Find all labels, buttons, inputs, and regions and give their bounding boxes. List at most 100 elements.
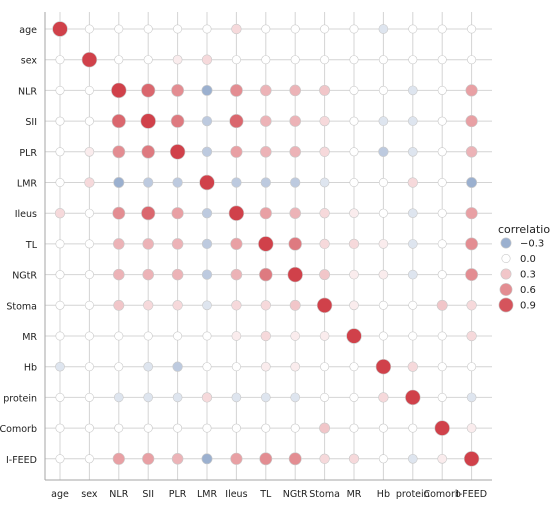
point-sex-PLR	[172, 54, 183, 65]
point-TL-TL	[258, 236, 274, 252]
legend-marker-3	[499, 283, 513, 296]
x-tick-label-Comorb: Comorb	[423, 489, 460, 500]
point-sex-SII	[143, 55, 153, 65]
point-LMR-Stoma	[319, 177, 330, 188]
point-Comorb-SII	[143, 423, 153, 433]
point-NGtR-TL	[259, 267, 273, 282]
point-Stoma-MR	[349, 300, 359, 311]
point-NLR-Stoma	[319, 84, 331, 96]
legend-marker-1	[501, 254, 511, 264]
point-Comorb-Ileus	[231, 423, 241, 433]
legend-marker-4	[498, 297, 514, 313]
point-Hb-MR	[349, 362, 359, 372]
legend-marker-2	[500, 268, 512, 280]
legend-marker-0	[500, 237, 512, 249]
x-tick-label-LMR: LMR	[197, 489, 217, 500]
point-sex-age	[55, 55, 65, 65]
x-tick-label-SII: SII	[142, 489, 154, 500]
point-sex-Ileus	[231, 55, 241, 65]
point-MR-PLR	[173, 331, 183, 341]
point-TL-Stoma	[319, 238, 330, 250]
point-protein-TL	[260, 392, 271, 403]
point-NLR-SII	[141, 83, 156, 98]
point-PLR-NLR	[112, 145, 126, 159]
point-protein-NLR	[113, 392, 124, 403]
x-tick-label-NGtR: NGtR	[283, 489, 308, 500]
point-MR-protein	[408, 331, 418, 341]
point-I-FEED-SII	[142, 452, 155, 465]
point-PLR-NGtR	[289, 146, 301, 158]
legend-label-0: −0.3	[520, 239, 544, 250]
point-SII-Hb	[378, 116, 389, 126]
point-Stoma-protein	[408, 300, 418, 310]
point-PLR-MR	[349, 147, 359, 157]
point-SII-MR	[349, 116, 359, 126]
legend-label-2: 0.3	[520, 270, 536, 281]
point-Comorb-age	[55, 423, 65, 433]
point-NGtR-MR	[349, 269, 359, 280]
y-tick-label-Ileus: Ileus	[15, 209, 37, 220]
point-I-FEED-Stoma	[319, 453, 330, 464]
point-MR-NLR	[114, 331, 124, 341]
point-sex-Stoma	[320, 55, 330, 65]
point-Hb-NLR	[114, 362, 124, 372]
point-TL-NGtR	[288, 237, 302, 251]
point-Ileus-NGtR	[289, 207, 301, 219]
point-PLR-protein	[407, 146, 418, 157]
point-Comorb-MR	[349, 423, 359, 433]
point-TL-I-FEED	[465, 237, 479, 251]
x-tick-label-I-FEED: I-FEED	[456, 489, 487, 500]
point-I-FEED-TL	[259, 452, 273, 466]
point-NGtR-NGtR	[287, 266, 303, 283]
point-Comorb-protein	[408, 423, 418, 433]
point-Hb-sex	[84, 362, 94, 372]
x-tick-label-protein: protein	[396, 489, 430, 500]
point-MR-MR	[346, 328, 362, 344]
point-sex-LMR	[201, 54, 213, 65]
point-PLR-LMR	[201, 146, 213, 157]
x-tick-label-TL: TL	[259, 489, 272, 500]
point-LMR-protein	[407, 177, 418, 188]
point-age-TL	[261, 24, 271, 34]
point-MR-I-FEED	[466, 330, 477, 342]
point-sex-protein	[408, 55, 418, 65]
point-NGtR-LMR	[201, 269, 213, 280]
point-Comorb-Comorb	[434, 420, 450, 436]
x-tick-label-NLR: NLR	[109, 489, 128, 500]
point-Stoma-sex	[84, 300, 94, 310]
point-Ileus-Stoma	[319, 208, 330, 219]
point-Ileus-PLR	[171, 207, 184, 220]
point-protein-Ileus	[231, 392, 242, 403]
point-Hb-Stoma	[320, 362, 330, 372]
point-protein-LMR	[201, 392, 213, 403]
point-TL-Comorb	[437, 239, 447, 249]
point-Hb-protein	[407, 361, 418, 372]
point-LMR-NGtR	[290, 177, 301, 188]
point-NLR-sex	[84, 85, 94, 95]
point-PLR-SII	[141, 145, 155, 159]
point-NGtR-Hb	[378, 269, 389, 280]
legend: correlation −0.3 0.0 0.3 0.6 0.9	[498, 223, 550, 313]
point-NLR-NGtR	[289, 84, 301, 97]
point-Ileus-protein	[407, 208, 418, 219]
point-protein-Hb	[378, 392, 389, 403]
point-NLR-Ileus	[229, 83, 243, 97]
x-tick-label-Hb: Hb	[377, 489, 390, 500]
point-NLR-I-FEED	[465, 84, 478, 97]
point-SII-I-FEED	[465, 114, 478, 128]
point-MR-sex	[84, 331, 94, 341]
point-LMR-MR	[349, 178, 359, 188]
point-sex-NGtR	[290, 55, 300, 65]
point-I-FEED-age	[55, 454, 65, 464]
x-tick-label-MR: MR	[347, 489, 362, 500]
point-PLR-Comorb	[437, 147, 447, 157]
point-TL-age	[55, 239, 65, 249]
point-MR-SII	[143, 331, 153, 341]
point-age-Hb	[378, 24, 389, 34]
x-tick-label-age: age	[51, 489, 69, 500]
point-LMR-age	[55, 178, 65, 188]
point-LMR-Comorb	[437, 178, 447, 188]
point-Hb-NGtR	[290, 361, 301, 372]
point-I-FEED-NLR	[112, 452, 125, 465]
